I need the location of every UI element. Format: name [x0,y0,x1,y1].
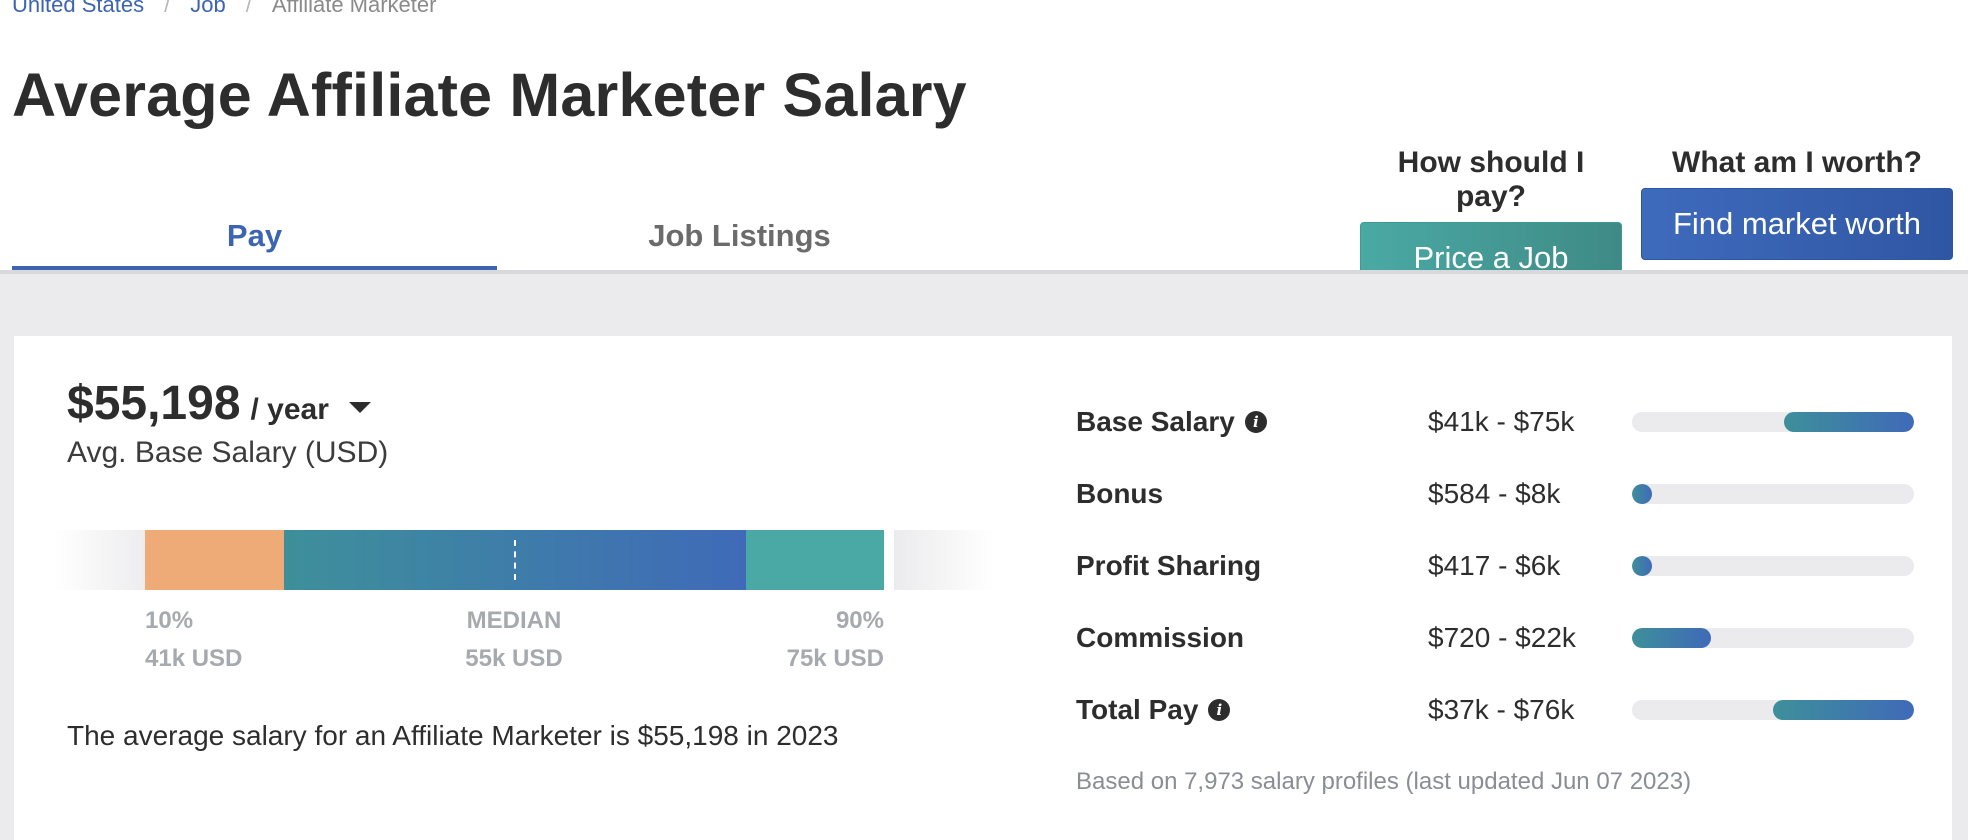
pay-row-profit-sharing: Profit Sharing $417 - $6k [1076,530,1936,602]
breadcrumb-job[interactable]: Job [190,0,226,17]
pay-range: $41k - $75k [1428,406,1575,437]
pay-range-track [1632,628,1914,648]
info-icon[interactable]: i [1244,411,1267,433]
tab-bar: Pay Job Listings [12,200,987,272]
pay-range-fill [1632,628,1711,648]
salary-range-bar [54,530,994,590]
pay-row-bonus: Bonus $584 - $8k [1076,458,1936,530]
page-title: Average Affiliate Marketer Salary [12,61,967,129]
range-label-10: 10% 41k USD [145,602,242,678]
pay-name: Total Pay i [1076,694,1428,726]
pay-name-label: Total Pay [1076,694,1199,725]
breadcrumb: United States / Job / Affiliate Marketer [12,0,436,18]
pay-row-total-pay: Total Pay i $37k - $76k [1076,674,1936,746]
range-10-value: 41k USD [145,645,243,672]
pay-name-label: Bonus [1076,478,1164,509]
breadcrumb-current: Affiliate Marketer [271,0,437,17]
tab-divider [0,270,1968,274]
breadcrumb-separator: / [164,0,171,17]
pay-range-fill [1784,412,1914,432]
pay-name-label: Profit Sharing [1076,550,1262,581]
pay-range-fill [1632,556,1652,576]
profiles-note: Based on 7,973 salary profiles (last upd… [1076,768,1692,795]
breadcrumb-united-states[interactable]: United States [12,0,145,17]
pay-row-base-salary: Base Salary i $41k - $75k [1076,386,1936,458]
pay-range: $720 - $22k [1428,622,1576,653]
range-10-percent: 10% [145,607,194,634]
range-fade-right [894,530,994,590]
range-segment-low [145,530,284,590]
worth-question: What am I worth? [1672,146,1922,179]
salary-card: $55,198 / year Avg. Base Salary (USD) 10… [14,336,1952,840]
range-fade-left [54,530,154,590]
pay-range: $37k - $76k [1428,694,1575,725]
pay-range: $584 - $8k [1428,478,1561,509]
salary-period: / year [250,393,329,426]
salary-summary: The average salary for an Affiliate Mark… [67,720,839,751]
pay-name: Commission [1076,622,1428,654]
range-90-percent: 90% [835,607,884,634]
pay-range-track [1632,484,1914,504]
pay-range: $417 - $6k [1428,550,1561,581]
pay-range-fill [1773,700,1914,720]
range-median-label: MEDIAN [466,607,562,634]
pay-breakdown: Base Salary i $41k - $75k Bonus $584 - $… [1076,386,1936,746]
pay-name-label: Commission [1076,622,1245,653]
tab-job-listings[interactable]: Job Listings [648,218,831,253]
range-label-90: 90% 75k USD [787,602,884,678]
salary-value: $55,198 / year [67,376,371,431]
tab-pay[interactable]: Pay [12,200,497,272]
price-question: How should I pay? [1397,146,1585,213]
range-median-value: 55k USD [465,645,563,672]
find-market-worth-button[interactable]: Find market worth [1641,188,1953,260]
pay-range-track [1632,412,1914,432]
market-worth-cta: What am I worth? Find market worth [1641,146,1953,260]
pay-range-track [1632,556,1914,576]
pay-range-fill [1632,484,1652,504]
median-marker [514,540,516,580]
breadcrumb-separator: / [245,0,252,17]
range-label-median: MEDIAN 55k USD [464,602,564,678]
pay-name: Profit Sharing [1076,550,1428,582]
pay-name: Bonus [1076,478,1428,510]
caret-down-icon[interactable] [348,402,371,413]
range-90-value: 75k USD [786,645,884,672]
pay-row-commission: Commission $720 - $22k [1076,602,1936,674]
salary-amount: $55,198 [67,377,241,430]
info-icon[interactable]: i [1208,699,1231,721]
salary-label: Avg. Base Salary (USD) [67,436,389,469]
range-segment-high [746,530,884,590]
range-labels: 10% 41k USD MEDIAN 55k USD 90% 75k USD [54,602,994,672]
pay-name-label: Base Salary [1076,406,1235,437]
pay-range-track [1632,700,1914,720]
pay-name: Base Salary i [1076,406,1428,438]
